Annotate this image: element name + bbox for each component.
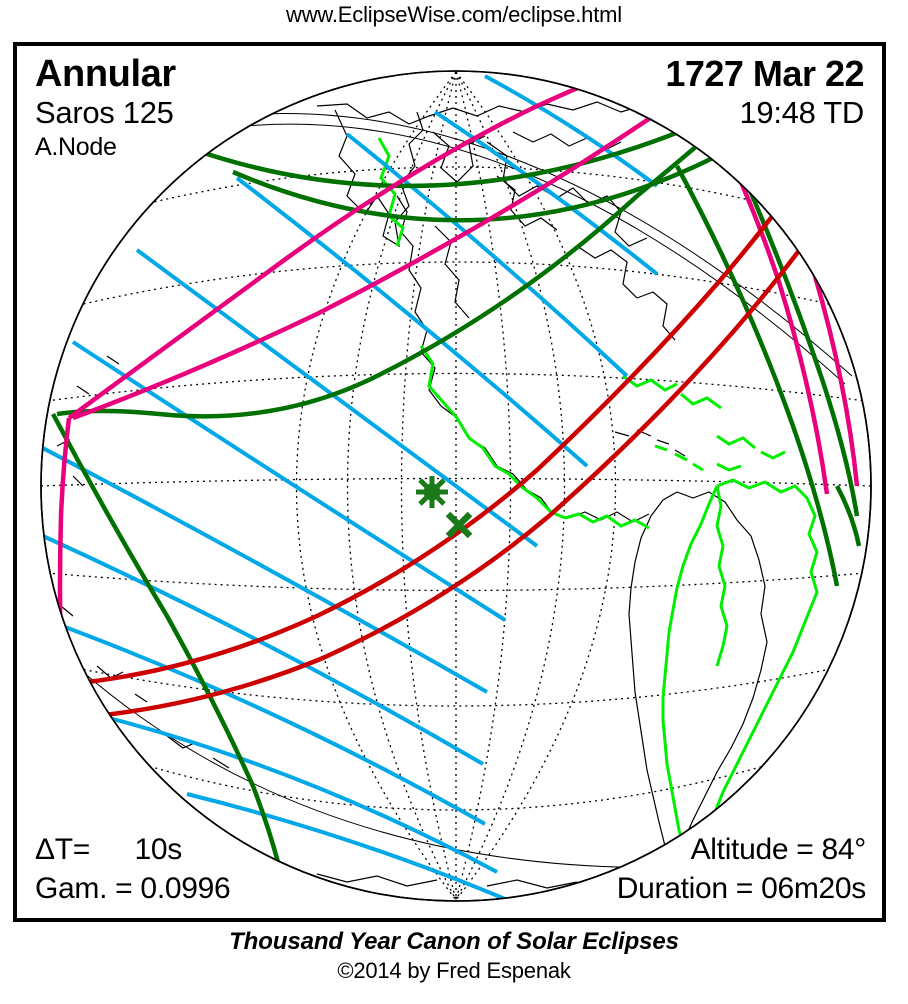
- eclipse-type-label: Annular: [35, 53, 176, 95]
- delta-t-value: 10s: [134, 833, 183, 867]
- eclipse-summary-top-left: Annular Saros 125 A.Node: [35, 53, 176, 162]
- eclipse-map-frame: Annular Saros 125 A.Node 1727 Mar 22 19:…: [13, 42, 886, 922]
- altitude-label: Altitude = 84°: [690, 833, 867, 867]
- coastlines-green: [377, 137, 819, 899]
- footer-block: Thousand Year Canon of Solar Eclipses ©2…: [0, 928, 908, 984]
- canon-title: Thousand Year Canon of Solar Eclipses: [229, 928, 679, 955]
- duration-label: Duration = 06m20s: [616, 871, 867, 905]
- eclipse-params-bottom-left: ΔT= 10s Gam. = 0.0996: [35, 831, 231, 908]
- subsolar-point-marker: [445, 511, 473, 539]
- eclipse-circumstances-bottom-right: Altitude = 84° Duration = 06m20s: [616, 831, 867, 908]
- gamma-label: Gam. = 0.0996: [35, 871, 231, 905]
- source-url-header: www.EclipseWise.com/eclipse.html: [286, 2, 622, 27]
- eclipse-time-label: 19:48 TD: [739, 94, 864, 130]
- greatest-eclipse-marker: [416, 476, 448, 508]
- eclipse-date-label: 1727 Mar 22: [665, 53, 864, 94]
- globe-edge-overlay: [40, 70, 872, 902]
- delta-t-row: ΔT= 10s: [35, 831, 230, 869]
- copyright-line: ©2014 by Fred Espenak: [337, 957, 571, 983]
- node-label: A.Node: [35, 132, 117, 161]
- time-curves-cyan: [41, 74, 659, 901]
- eclipse-globe-map: [40, 70, 872, 902]
- delta-t-label: ΔT=: [35, 833, 90, 867]
- saros-series-label: Saros 125: [35, 95, 174, 131]
- eclipse-datetime-top-right: 1727 Mar 22 19:48 TD: [665, 54, 864, 131]
